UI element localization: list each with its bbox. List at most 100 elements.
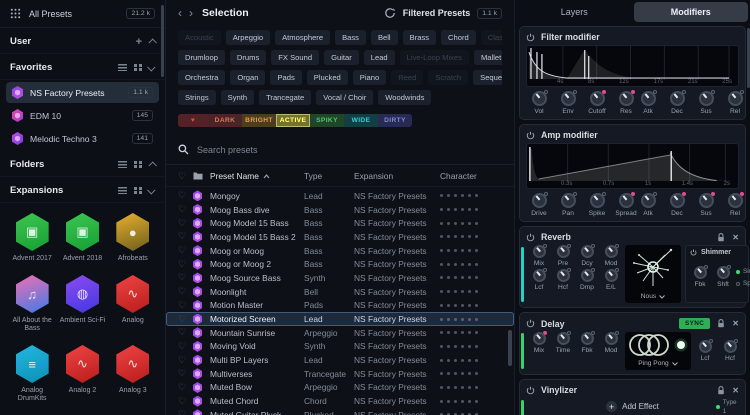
radio-option[interactable]: Single <box>736 267 750 276</box>
color-tag-dark[interactable]: DARK <box>208 114 242 127</box>
reverb-impulse-select[interactable]: Nous <box>641 291 666 303</box>
category-tag[interactable]: Bell <box>370 30 398 45</box>
power-icon[interactable] <box>526 131 535 140</box>
heart-icon[interactable]: ♡ <box>178 381 187 392</box>
category-tag[interactable]: Guitar <box>324 50 359 65</box>
section-folders[interactable]: Folders <box>0 151 165 177</box>
category-tag[interactable]: Plucked <box>306 70 348 85</box>
vol-knob[interactable]: Vol <box>528 87 550 115</box>
category-tag[interactable]: Scratch <box>428 70 469 85</box>
category-tag[interactable]: Vocal / Choir <box>316 90 374 105</box>
heart-icon[interactable]: ♡ <box>178 340 187 351</box>
grid-view-icon[interactable] <box>134 64 142 72</box>
power-icon[interactable] <box>690 249 697 256</box>
category-tag[interactable]: Organ <box>230 70 266 85</box>
mix-knob[interactable]: Mix <box>529 329 549 370</box>
hcf-knob[interactable]: Hcf <box>720 337 740 362</box>
preset-row[interactable]: ♡ Motorized Screen Lead NS Factory Prese… <box>166 312 514 326</box>
color-tag-spiky[interactable]: SPIKY <box>310 114 344 127</box>
category-tag[interactable]: Atmosphere <box>275 30 331 45</box>
category-tag[interactable]: Reed <box>391 70 424 85</box>
category-tag[interactable]: FX Sound <box>271 50 320 65</box>
heart-icon[interactable]: ♡ <box>178 299 187 310</box>
sidebar-scrollbar[interactable] <box>161 5 164 77</box>
section-favorites[interactable]: Favorites <box>0 54 165 80</box>
dcy-knob[interactable]: Dcy <box>577 242 597 267</box>
close-icon[interactable]: ✕ <box>732 232 739 242</box>
grid-view-icon[interactable] <box>134 187 142 195</box>
heart-icon[interactable]: ♡ <box>178 190 187 201</box>
heart-icon[interactable]: ♡ <box>178 286 187 297</box>
heart-icon[interactable]: ♡ <box>178 368 187 379</box>
spread-knob[interactable]: Spread <box>615 189 637 217</box>
heart-column-icon[interactable]: ♡ <box>178 170 187 181</box>
expansion-tile[interactable]: ≡ Analog DrumKits <box>8 345 56 403</box>
list-view-icon[interactable] <box>118 161 127 168</box>
expansion-tile[interactable]: ∿ Analog 2 <box>58 345 106 403</box>
preset-row[interactable]: ♡ Moog Model 15 Bass 2 Bass NS Factory P… <box>166 230 514 244</box>
filter-envelope-graph[interactable]: 4s 8s 12s 17s 21s 25s <box>526 45 739 87</box>
pan-knob[interactable]: Pan <box>557 189 579 217</box>
preset-row[interactable]: ♡ Muted Guitar Pluck Plucked NS Factory … <box>166 408 514 415</box>
category-tag[interactable]: Pads <box>270 70 302 85</box>
mod-knob[interactable]: Mod <box>601 242 621 267</box>
env-knob[interactable]: Env <box>557 87 579 115</box>
list-view-icon[interactable] <box>118 187 127 194</box>
color-tag-wide[interactable]: WIDE <box>344 114 378 127</box>
atk-knob[interactable]: Atk <box>637 189 659 217</box>
heart-icon[interactable]: ♡ <box>178 327 187 338</box>
radio-option[interactable]: Split <box>736 279 750 288</box>
lock-icon[interactable] <box>717 232 725 242</box>
drive-knob[interactable]: Drive <box>528 189 550 217</box>
tab-layers[interactable]: Layers <box>560 7 588 17</box>
lock-icon[interactable] <box>717 385 725 395</box>
category-tag[interactable]: Trancegate <box>259 90 312 105</box>
chevron-down-icon[interactable] <box>147 62 156 72</box>
all-presets-item[interactable]: All Presets 21.2 k <box>0 0 165 28</box>
fbk-knob[interactable]: Fbk <box>577 329 597 370</box>
radio-option[interactable]: Type 1 <box>715 398 739 415</box>
category-tag[interactable]: Woodwinds <box>378 90 432 105</box>
category-tag[interactable]: Orchestra <box>178 70 226 85</box>
category-tag[interactable]: Classical <box>480 30 502 45</box>
dec-knob[interactable]: Dec <box>666 189 688 217</box>
column-expansion[interactable]: Expansion <box>354 171 394 181</box>
heart-icon[interactable]: ♡ <box>178 231 187 242</box>
preset-row[interactable]: ♡ Multi BP Layers Lead NS Factory Preset… <box>166 353 514 367</box>
preset-row[interactable]: ♡ Moonlight Bell NS Factory Presets <box>166 285 514 299</box>
dec-knob[interactable]: Dec <box>666 87 688 115</box>
dmp-knob[interactable]: Dmp <box>577 266 597 291</box>
lock-icon[interactable] <box>717 319 725 328</box>
forward-icon[interactable]: › <box>189 6 193 20</box>
back-icon[interactable]: ‹ <box>178 6 182 20</box>
pre-knob[interactable]: Pre <box>553 242 573 267</box>
expansion-tile[interactable]: ♫ All About the Bass <box>8 275 56 333</box>
expansion-tile[interactable]: ▣ Advent 2017 <box>8 213 56 263</box>
sus-knob[interactable]: Sus <box>695 189 717 217</box>
favorite-item[interactable]: Melodic Techno 3 141 <box>6 128 159 149</box>
heart-icon[interactable]: ♡ <box>178 204 187 215</box>
category-tag[interactable]: Bass <box>335 30 366 45</box>
preset-row[interactable]: ♡ Multiverses Trancegate NS Factory Pres… <box>166 367 514 381</box>
power-icon[interactable] <box>526 386 535 395</box>
category-tag[interactable]: Drumloop <box>178 50 225 65</box>
time-knob[interactable]: Time <box>553 329 573 370</box>
chevron-down-icon[interactable] <box>147 185 156 195</box>
heart-icon[interactable]: ♡ <box>178 313 187 324</box>
lcf-knob[interactable]: Lcf <box>529 266 549 291</box>
section-expansions[interactable]: Expansions <box>0 177 165 203</box>
delay-mode-display[interactable]: Ping Pong <box>625 332 691 370</box>
preset-row[interactable]: ♡ Moving Void Synth NS Factory Presets <box>166 340 514 354</box>
spike-knob[interactable]: Spike <box>586 189 608 217</box>
category-tag[interactable]: Sequence <box>473 70 502 85</box>
chevron-up-icon[interactable] <box>148 160 157 170</box>
add-icon[interactable]: + <box>135 35 142 48</box>
lcf-knob[interactable]: Lcf <box>695 337 715 362</box>
expansion-tile[interactable]: ∿ Analog <box>109 275 157 333</box>
cutoff-knob[interactable]: Cutoff <box>586 87 608 115</box>
heart-icon[interactable]: ♡ <box>178 272 187 283</box>
category-tag[interactable]: Brass <box>402 30 437 45</box>
category-tag[interactable]: Chord <box>441 30 476 45</box>
sus-knob[interactable]: Sus <box>695 87 717 115</box>
res-knob[interactable]: Res <box>615 87 637 115</box>
